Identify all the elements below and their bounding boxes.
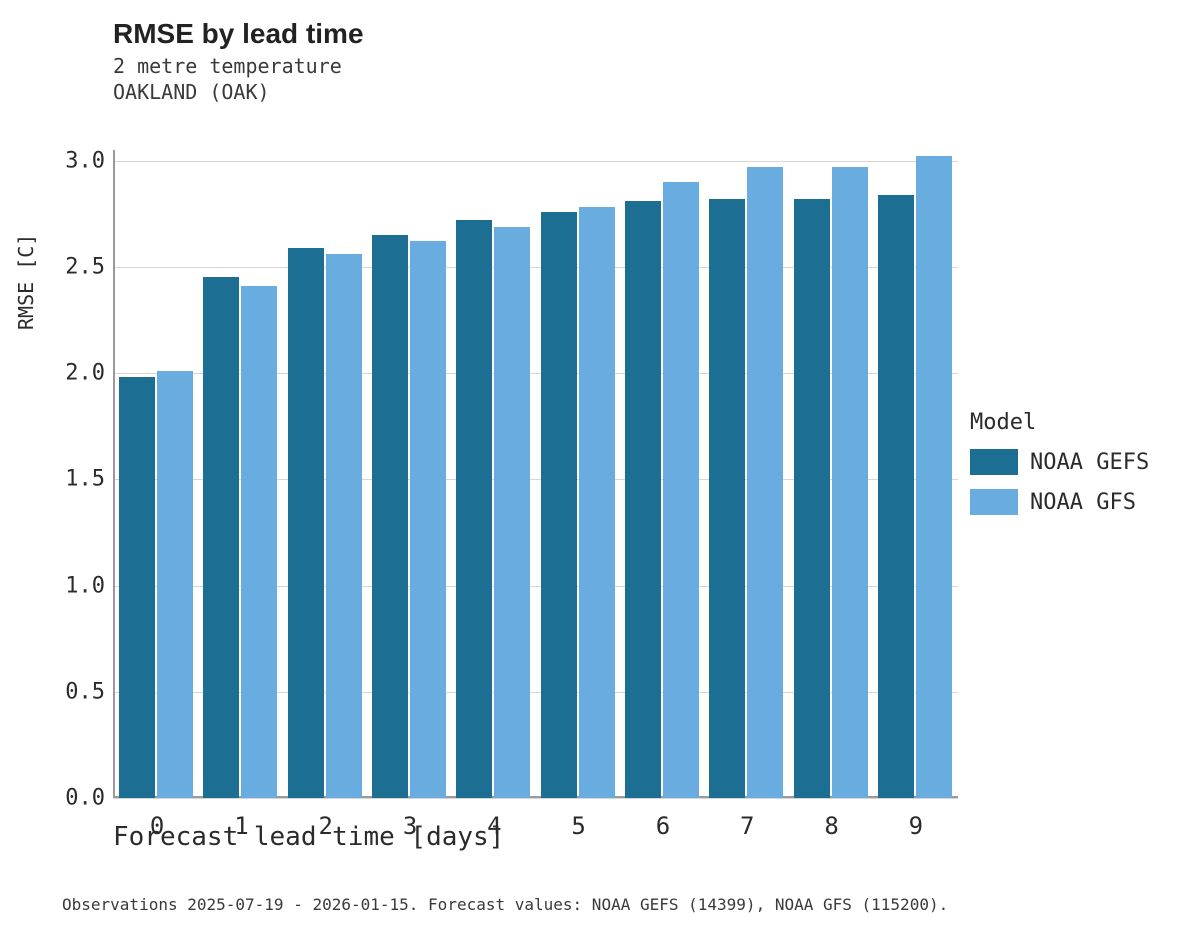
y-tick-label-2.5: 2.5 [55, 254, 105, 279]
x-tick-label-5: 5 [541, 812, 617, 840]
bar-gefs-day-6[interactable] [625, 201, 661, 798]
bar-group-5: 5 [541, 150, 617, 798]
bar-group-3: 3 [372, 150, 448, 798]
legend-item-gfs: NOAA GFS [970, 489, 1180, 515]
legend-label-gfs: NOAA GFS [1030, 490, 1136, 515]
bar-gfs-day-1[interactable] [241, 286, 277, 798]
bar-gfs-day-7[interactable] [747, 167, 783, 798]
x-tick-label-9: 9 [878, 812, 954, 840]
bar-gefs-day-3[interactable] [372, 235, 408, 798]
chart-title: RMSE by lead time [113, 16, 364, 51]
bar-gefs-day-5[interactable] [541, 212, 577, 798]
gridline-0 [113, 798, 958, 799]
x-axis-title: Forecast lead time [days] [113, 822, 504, 852]
bar-group-9: 9 [878, 150, 954, 798]
legend: Model NOAA GEFS NOAA GFS [970, 410, 1180, 529]
legend-label-gefs: NOAA GEFS [1030, 450, 1149, 475]
bar-gfs-day-0[interactable] [157, 371, 193, 798]
bar-gfs-day-3[interactable] [410, 241, 446, 798]
footer-note: Observations 2025-07-19 - 2026-01-15. Fo… [62, 895, 948, 914]
legend-title: Model [970, 410, 1180, 435]
bar-gfs-day-8[interactable] [832, 167, 868, 798]
bar-gfs-day-5[interactable] [579, 207, 615, 798]
bar-group-4: 4 [456, 150, 532, 798]
bar-gfs-day-2[interactable] [326, 254, 362, 798]
bar-gefs-day-4[interactable] [456, 220, 492, 798]
bar-group-8: 8 [794, 150, 870, 798]
bar-gfs-day-6[interactable] [663, 182, 699, 798]
x-tick-label-8: 8 [794, 812, 870, 840]
y-tick-label-1.5: 1.5 [55, 467, 105, 492]
bar-gefs-day-2[interactable] [288, 248, 324, 798]
legend-item-gefs: NOAA GEFS [970, 449, 1180, 475]
y-tick-label-0: 0.0 [55, 786, 105, 811]
bar-gefs-day-1[interactable] [203, 277, 239, 798]
chart-header: RMSE by lead time 2 metre temperature OA… [113, 16, 364, 105]
legend-swatch-gfs [970, 489, 1018, 515]
y-tick-label-2: 2.0 [55, 361, 105, 386]
x-tick-label-7: 7 [709, 812, 785, 840]
y-tick-label-0.5: 0.5 [55, 679, 105, 704]
bar-gefs-day-7[interactable] [709, 199, 745, 798]
legend-swatch-gefs [970, 449, 1018, 475]
x-tick-label-6: 6 [625, 812, 701, 840]
bar-gefs-day-0[interactable] [119, 377, 155, 798]
chart-subtitle-1: 2 metre temperature [113, 53, 364, 79]
bar-gefs-day-8[interactable] [794, 199, 830, 798]
bar-gfs-day-4[interactable] [494, 227, 530, 799]
y-tick-label-3: 3.0 [55, 148, 105, 173]
bar-group-0: 0 [119, 150, 195, 798]
bar-group-2: 2 [288, 150, 364, 798]
chart-root: RMSE by lead time 2 metre temperature OA… [0, 0, 1188, 928]
bar-gefs-day-9[interactable] [878, 195, 914, 798]
bar-group-1: 1 [203, 150, 279, 798]
bar-group-6: 6 [625, 150, 701, 798]
bar-group-7: 7 [709, 150, 785, 798]
chart-subtitle-2: OAKLAND (OAK) [113, 79, 364, 105]
y-tick-label-1: 1.0 [55, 573, 105, 598]
y-axis-title: RMSE [C] [14, 234, 38, 330]
bar-gfs-day-9[interactable] [916, 156, 952, 798]
